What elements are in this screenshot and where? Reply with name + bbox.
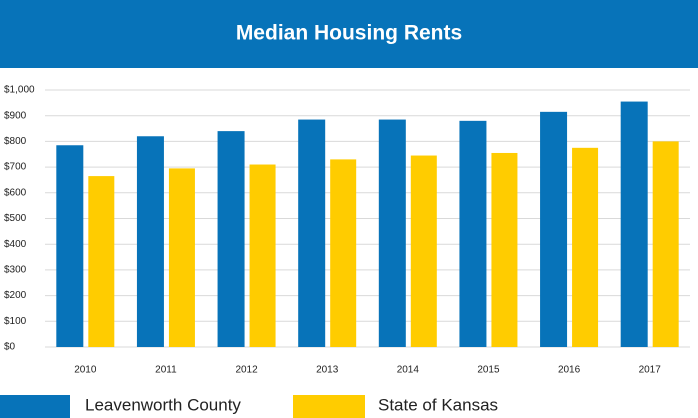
bar [620,101,648,347]
bar [249,164,276,347]
bar [330,159,357,347]
bar [459,120,487,347]
bar [410,155,437,347]
bar [217,131,245,347]
bar [378,119,406,348]
x-tick-label: 2010 [74,365,97,376]
bar [540,111,568,347]
chart-title: Median Housing Rents [236,22,462,45]
legend-label: Leavenworth County [85,395,241,414]
legend-swatch [0,395,70,418]
legend-swatch [293,395,365,418]
bar [491,152,518,347]
y-tick-label: $1,000 [4,85,35,96]
y-tick-label: $300 [4,265,27,276]
bar [652,141,679,347]
y-tick-label: $900 [4,110,27,121]
bar [168,168,195,347]
title-banner [0,0,698,68]
bar [572,147,599,347]
x-tick-label: 2016 [558,365,581,376]
y-tick-label: $800 [4,136,27,147]
y-tick-label: $200 [4,290,27,301]
bar [56,145,84,347]
y-tick-label: $400 [4,239,27,250]
y-tick-label: $500 [4,213,27,224]
bar [88,176,115,347]
y-tick-label: $100 [4,316,27,327]
y-tick-label: $700 [4,162,27,173]
x-tick-label: 2014 [397,365,420,376]
legend-label: State of Kansas [378,395,498,414]
x-tick-label: 2011 [155,365,177,376]
x-tick-label: 2012 [235,365,258,376]
bar [298,119,326,348]
y-tick-label: $0 [4,342,16,353]
x-tick-label: 2015 [477,365,500,376]
y-tick-label: $600 [4,187,27,198]
x-tick-label: 2013 [316,365,339,376]
x-tick-label: 2017 [639,365,662,376]
bar [136,136,164,347]
